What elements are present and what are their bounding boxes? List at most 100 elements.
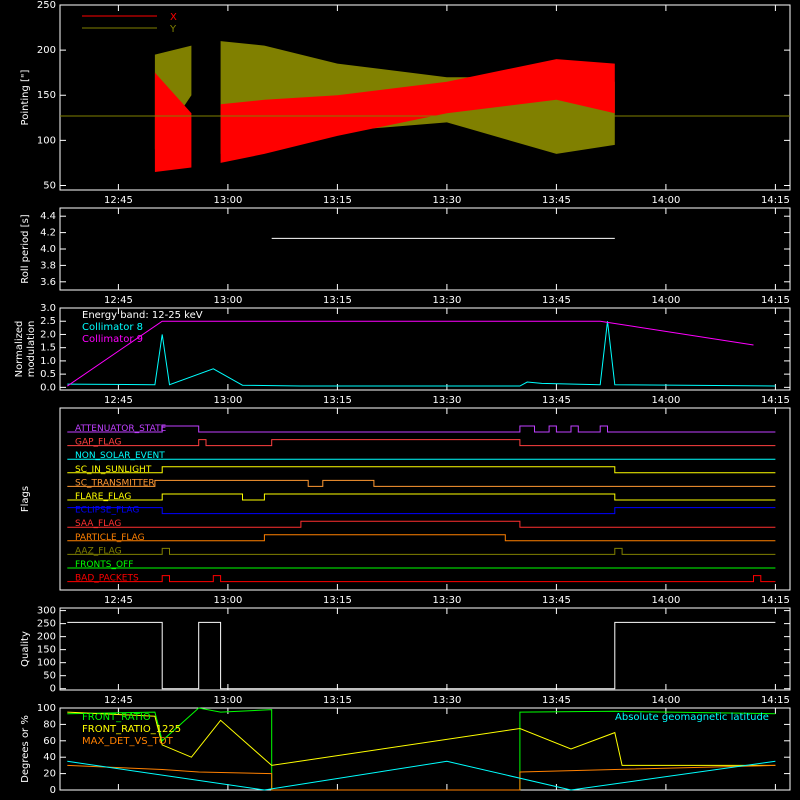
flag-particle_flag-label: PARTICLE_FLAG: [75, 533, 145, 543]
flag-eclipse_flag-line: [67, 507, 776, 515]
quality-xtick-label: 14:15: [761, 695, 790, 706]
modulation-frame: [59, 307, 791, 391]
ratios-legend-label: FRONT_RATIO_1225: [82, 724, 181, 735]
flag-particle_flag-line: [67, 534, 776, 542]
modulation-ylabel: Normalizedmodulation: [14, 321, 37, 378]
modulation-xtick-label: 13:15: [323, 395, 352, 406]
quality-xtick-label: 13:00: [213, 695, 242, 706]
roll-frame: [59, 207, 791, 291]
roll-xtick-label: 13:00: [213, 295, 242, 306]
pointing-xtick-label: 14:00: [651, 195, 680, 206]
modulation-xtick-label: 12:45: [104, 395, 133, 406]
ratios-ytick-label: 0: [50, 785, 56, 796]
modulation-ytick-label: 1.5: [40, 343, 56, 354]
ratios-max_det_vs_tot-line: [67, 764, 776, 791]
quality-ytick-label: 300: [37, 606, 56, 617]
flag-sc_in_sunlight-label: SC_IN_SUNLIGHT: [75, 465, 152, 475]
flags-xtick-label: 13:15: [323, 595, 352, 606]
quality-ytick-label: 0: [50, 684, 56, 695]
flag-saa_flag-line: [67, 520, 776, 528]
ratios-absolute-geomagnetic-latitude-line: [67, 760, 776, 791]
ratios-ytick-label: 20: [43, 769, 56, 780]
flags-xtick-label: 13:30: [432, 595, 461, 606]
flags-xtick-label: 14:15: [761, 595, 790, 606]
flag-sc_transmitter-label: SC_TRANSMITTER: [75, 478, 155, 488]
pointing-x-envelope: [220, 59, 615, 163]
flag-attenuator_state-label: ATTENUATOR_STATE: [75, 424, 167, 434]
pointing-xtick-label: 13:45: [542, 195, 571, 206]
modulation-ylabel-line: Normalized: [14, 321, 25, 378]
flag-saa_flag-label: SAA_FLAG: [75, 519, 121, 529]
pointing-xtick-label: 13:15: [323, 195, 352, 206]
flags-xtick-label: 14:00: [651, 595, 680, 606]
flag-flare_flag-label: FLARE_FLAG: [75, 492, 131, 502]
flags-ylabel: Flags: [20, 486, 31, 512]
pointing-ytick-label: 150: [37, 90, 56, 101]
ratios-ytick-label: 100: [37, 703, 56, 714]
flags-xtick-label: 12:45: [104, 595, 133, 606]
roll-xtick-label: 13:30: [432, 295, 461, 306]
roll-xtick-label: 14:15: [761, 295, 790, 306]
quality-ytick-label: 200: [37, 632, 56, 643]
pointing-x-envelope: [154, 72, 192, 172]
flag-bad_packets-line: [67, 575, 776, 583]
ratios-front_ratio_1225-line: [67, 711, 776, 766]
pointing-xtick-label: 12:45: [104, 195, 133, 206]
pointing-ytick-label: 250: [37, 0, 56, 11]
pointing-xtick-label: 13:30: [432, 195, 461, 206]
modulation-collimator-9-line: [67, 320, 754, 387]
roll-ytick-label: 3.8: [40, 260, 56, 271]
modulation-xtick-label: 14:00: [651, 395, 680, 406]
pointing-xtick-label: 14:15: [761, 195, 790, 206]
modulation-legend-label: Energy band: 12-25 keV: [82, 310, 203, 321]
flag-bad_packets-label: BAD_PACKETS: [75, 574, 139, 584]
pointing-panel: 12:45 13:00 13:15 13:30 13:45 14:00 14:15 Point…: [20, 0, 791, 206]
ratios-ytick-label: 80: [43, 719, 56, 730]
modulation-ytick-label: 2.0: [40, 329, 56, 340]
quality-frame: [59, 607, 791, 691]
quality-ytick-label: 100: [37, 658, 56, 669]
pointing-ylabel: Pointing ["]: [20, 69, 31, 125]
pointing-legend-label: X: [170, 12, 177, 23]
flag-gap_flag-line: [67, 439, 776, 447]
quality-series-line: [67, 621, 776, 690]
flag-non_solar_event-label: NON_SOLAR_EVENT: [75, 451, 165, 461]
quality-ytick-label: 250: [37, 619, 56, 630]
quality-xtick-label: 14:00: [651, 695, 680, 706]
pointing-legend-label: Y: [169, 24, 177, 35]
modulation-xtick-label: 13:30: [432, 395, 461, 406]
quality-xtick-label: 13:30: [432, 695, 461, 706]
quality-xtick-label: 13:45: [542, 695, 571, 706]
modulation-xtick-label: 13:45: [542, 395, 571, 406]
modulation-xtick-label: 14:15: [761, 395, 790, 406]
pointing-frame: [59, 4, 791, 191]
roll-xtick-label: 12:45: [104, 295, 133, 306]
quality-xtick-label: 12:45: [104, 695, 133, 706]
quality-ytick-label: 50: [43, 671, 56, 682]
quality-xtick-label: 13:15: [323, 695, 352, 706]
pointing-ytick-label: 200: [37, 45, 56, 56]
ratios-legend-label: MAX_DET_VS_TOT: [82, 736, 174, 747]
ratios-ytick-label: 40: [43, 752, 56, 763]
modulation-ytick-label: 0.0: [40, 382, 56, 393]
modulation-legend-label: Collimator 9: [82, 334, 143, 345]
roll-ylabel: Roll period [s]: [20, 214, 31, 283]
flags-xtick-label: 13:00: [213, 595, 242, 606]
flag-fronts_off-label: FRONTS_OFF: [75, 560, 133, 570]
flag-gap_flag-label: GAP_FLAG: [75, 438, 121, 448]
ratios-legend-label: FRONT_RATIO: [82, 712, 151, 723]
modulation-collimator-8-line: [67, 321, 776, 387]
ratios-ytick-label: 60: [43, 736, 56, 747]
quality-panel: 12:45 13:00 13:15 13:30 13:45 14:00 14:15 Quali…: [20, 606, 791, 706]
roll-xtick-label: 13:45: [542, 295, 571, 306]
roll-xtick-label: 14:00: [651, 295, 680, 306]
flags-panel: 12:45 13:00 13:15 13:30 13:45 14:00 14:15 Flags…: [20, 407, 791, 606]
quality-ylabel: Quality: [20, 631, 31, 667]
modulation-ytick-label: 2.5: [40, 316, 56, 327]
flag-eclipse_flag-label: ECLIPSE_FLAG: [75, 506, 139, 516]
flag-aaz_flag-label: AAZ_FLAG: [75, 546, 122, 556]
roll-ytick-label: 4.4: [40, 211, 56, 222]
flags-xtick-label: 13:45: [542, 595, 571, 606]
ratios-geomagnetic-label: Absolute geomagnetic latitude: [615, 712, 769, 723]
